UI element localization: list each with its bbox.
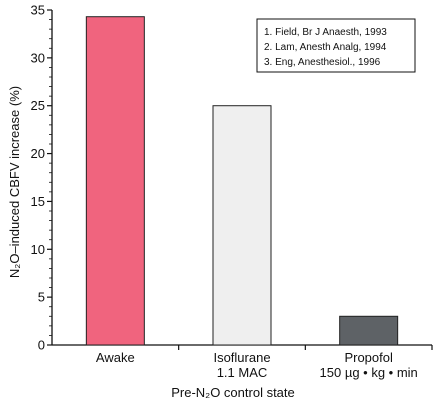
y-tick-label: 30 [31, 50, 45, 65]
y-tick-label: 15 [31, 194, 45, 209]
legend-box [256, 18, 416, 73]
bars [85, 16, 399, 346]
y-tick-labels: 0 5 10 15 20 25 30 35 [31, 3, 45, 353]
x-tick-label: Awake [96, 350, 135, 365]
y-tick-label: 25 [31, 98, 45, 113]
y-tick-label: 35 [31, 3, 45, 18]
bar [339, 315, 399, 346]
y-tick-label: 0 [38, 338, 45, 353]
bar [85, 16, 145, 346]
legend-entry: 2. Lam, Anesth Analg, 1994 [264, 42, 387, 53]
y-tick-label: 5 [38, 290, 45, 305]
x-tick-label: 150 µg • kg • min [320, 365, 418, 380]
x-axis-label: Pre-N₂O control state [171, 385, 295, 400]
x-tick-label: Propofol [344, 350, 393, 365]
x-tick-label: Isoflurane [213, 350, 270, 365]
y-tick-label: 20 [31, 146, 45, 161]
legend: 1. Field, Br J Anaesth, 1993 2. Lam, Ane… [256, 18, 416, 73]
bar [212, 105, 272, 346]
y-axis-label: N₂O–induced CBFV increase (%) [7, 86, 22, 278]
legend-entry: 1. Field, Br J Anaesth, 1993 [264, 27, 387, 38]
y-tick-label: 10 [31, 242, 45, 257]
legend-entry: 3. Eng, Anesthesiol., 1996 [264, 57, 381, 68]
x-tick-label: 1.1 MAC [217, 365, 268, 380]
